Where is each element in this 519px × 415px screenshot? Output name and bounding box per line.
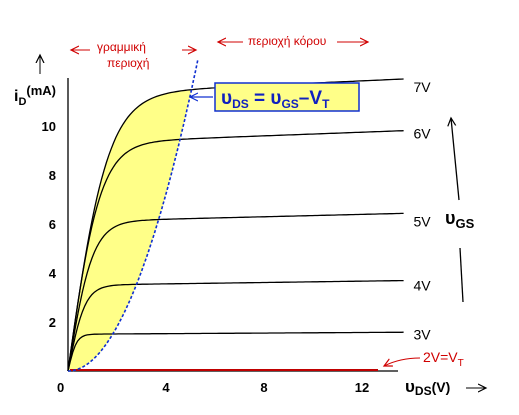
threshold-pointer-arrow xyxy=(384,357,421,366)
linear-region-label-line1: γραμμική xyxy=(97,40,146,54)
curve-6V xyxy=(67,130,404,372)
eq-rhs-sub: T xyxy=(322,97,330,111)
x-axis-title-unit: (V) xyxy=(432,379,451,395)
curve-5V xyxy=(67,212,404,372)
eq-minus: – xyxy=(299,88,310,109)
equation-box xyxy=(214,82,360,112)
eq-lhs: υ xyxy=(221,88,232,109)
x-tick-label: 4 xyxy=(162,380,170,395)
vgs-label: υGS xyxy=(445,208,475,231)
boundary-curve xyxy=(67,59,199,372)
boundary-equation: υDS = υGS–VT xyxy=(221,88,330,111)
curve-label-3V: 3V xyxy=(413,326,431,342)
y-tick-label: 10 xyxy=(42,119,56,134)
y-tick-label: 8 xyxy=(49,168,56,183)
curve-label-6V: 6V xyxy=(413,125,431,141)
vgs-arrow-upper xyxy=(451,118,460,201)
curve-label-4V: 4V xyxy=(413,277,431,293)
y-axis-title: iD(mA) xyxy=(14,83,56,108)
vgs-label-main: υ xyxy=(445,208,455,228)
eq-lhs-sub: DS xyxy=(232,97,249,111)
vgs-label-sub: GS xyxy=(455,216,474,231)
threshold-label-sub: T xyxy=(458,358,464,369)
y-tick-label: 4 xyxy=(49,266,57,281)
curve-label-5V: 5V xyxy=(413,214,431,230)
threshold-label-main: 2V=V xyxy=(423,349,458,365)
y-axis-title-unit: (mA) xyxy=(26,83,56,98)
threshold-label: 2V=VT xyxy=(423,349,464,369)
curve-label-7V: 7V xyxy=(413,79,431,95)
linear-region-label-line2: περιοχή xyxy=(107,56,149,70)
y-tick-label: 6 xyxy=(49,217,56,232)
vgs-arrow-lower xyxy=(459,247,464,303)
linear-region-fill xyxy=(68,90,192,371)
eq-mid: υ xyxy=(270,88,281,109)
x-axis-title-main: υ xyxy=(405,377,415,396)
x-axis-title-sub: DS xyxy=(415,384,432,398)
eq-rhs: V xyxy=(309,88,322,109)
curve-4V xyxy=(67,279,404,372)
x-axis-title: υDS(V) xyxy=(405,377,450,398)
x-tick-label: 8 xyxy=(260,380,267,395)
x-tick-label: 12 xyxy=(355,380,369,395)
saturation-region-label: περιοχή κόρου xyxy=(248,34,326,48)
eq-equals: = xyxy=(249,88,271,109)
eq-mid-sub: GS xyxy=(281,97,298,111)
curve-3V xyxy=(67,331,404,372)
y-axis-title-sub: D xyxy=(18,96,26,108)
y-axis-title-main: i xyxy=(14,88,18,105)
origin-label: 0 xyxy=(57,380,64,395)
y-tick-label: 2 xyxy=(49,315,56,330)
